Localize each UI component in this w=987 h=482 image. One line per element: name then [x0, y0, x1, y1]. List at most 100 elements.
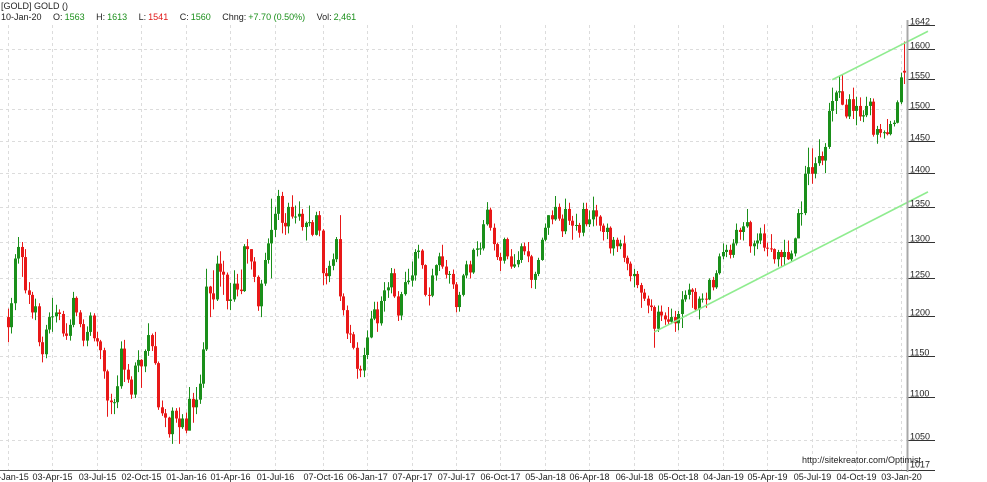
candle-body [732, 243, 735, 255]
candle-body [72, 297, 75, 325]
candle-body [281, 195, 284, 223]
candle-body [616, 239, 619, 247]
candle-body [561, 218, 564, 232]
candle-body [623, 243, 626, 258]
candle-body [831, 101, 834, 111]
candle-body [859, 105, 862, 117]
low-value: 1541 [148, 12, 169, 22]
candle-body [137, 359, 140, 366]
candle-body [626, 257, 629, 264]
candle-body [530, 256, 533, 280]
candle-body [24, 257, 27, 291]
candle-body [479, 248, 482, 250]
ohlc-readout: 10-Jan-20 O: 1563 H: 1613 L: 1541 C: 1560 Ch… [1, 12, 358, 23]
candle-body [458, 294, 461, 308]
chart-header: [GOLD] GOLD () 10-Jan-20 O: 1563 H: 1613 L… [1, 1, 358, 23]
candle-body [848, 99, 851, 117]
x-tick-label: 03-Jul-15 [79, 472, 117, 482]
candle-body [48, 317, 51, 330]
candle-body [592, 210, 595, 220]
candle-body [886, 132, 889, 135]
candle-body [472, 249, 475, 273]
candle-body [387, 287, 390, 291]
candle-body [794, 238, 797, 254]
candle-body [722, 252, 725, 257]
candle-body [441, 256, 444, 267]
candle-body [257, 276, 260, 307]
candle-body [157, 363, 160, 408]
x-tick-label: 01-Jul-16 [257, 472, 295, 482]
change-label: Chng: [222, 12, 247, 22]
x-tick-label: 07-Jul-17 [438, 472, 476, 482]
candle-body [120, 348, 123, 387]
candle-body [657, 311, 660, 329]
close-label: C: [179, 12, 189, 22]
candle-body [246, 246, 249, 250]
candle-body [588, 219, 591, 225]
candle-body [75, 297, 78, 313]
candle-body [790, 253, 793, 260]
watermark: http://sitekreator.com/Optimist [802, 455, 922, 465]
trendline [654, 191, 929, 333]
candle-body [38, 306, 41, 343]
candle-body [65, 333, 68, 336]
candle-body [445, 266, 448, 275]
x-tick-label: 06-Apr-18 [569, 472, 609, 482]
candle-body [571, 220, 574, 226]
candle-body [222, 271, 225, 275]
candle-body [339, 239, 342, 297]
candle-body [219, 263, 222, 272]
candle-body [582, 208, 585, 233]
candle-body [609, 227, 612, 249]
candle-body [455, 284, 458, 308]
x-tick-label: 05-Jan-18 [525, 472, 566, 482]
candle-body [260, 283, 263, 307]
candle-body [250, 249, 253, 262]
candle-body [818, 156, 821, 164]
candle-body [503, 239, 506, 261]
candle-body [370, 318, 373, 338]
candle-body [123, 348, 126, 370]
candle-body [205, 286, 208, 350]
candle-body [253, 261, 256, 277]
candle-body [267, 243, 270, 260]
candle-body [233, 283, 236, 300]
x-tick-label: 02-Oct-15 [121, 472, 161, 482]
candle-body [869, 101, 872, 106]
candle-body [647, 298, 650, 306]
volume-label: Vol: [316, 12, 332, 22]
y-tick-label: 1550 [910, 71, 930, 81]
x-tick-label: 02-Jan-15 [0, 472, 29, 482]
candle-body [417, 250, 420, 253]
candle-body [835, 92, 838, 102]
candle-body [274, 213, 277, 230]
candle-body [640, 285, 643, 293]
close-value: 1560 [190, 12, 211, 22]
candle-body [510, 256, 513, 267]
candle-body [824, 146, 827, 161]
candle-body [58, 312, 61, 314]
candle-body [209, 286, 212, 294]
candle-body [154, 346, 157, 364]
candle-body [431, 275, 434, 296]
candle-body [199, 383, 202, 400]
candle-body [879, 129, 882, 133]
candle-body [79, 312, 82, 325]
candle-body [694, 291, 697, 310]
candle-body [55, 312, 58, 317]
candle-body [777, 252, 780, 260]
candle-body [212, 293, 215, 300]
candle-body [284, 222, 287, 227]
candle-body [287, 206, 290, 227]
y-tick-label: 1350 [910, 199, 930, 209]
candle-body [544, 227, 547, 240]
candle-body [270, 229, 273, 244]
candle-body [838, 91, 841, 93]
candle-body [619, 243, 622, 247]
candle-body [876, 129, 879, 135]
candle-body [677, 313, 680, 324]
candle-body [332, 259, 335, 266]
candle-body [346, 310, 349, 334]
candle-body [404, 282, 407, 295]
